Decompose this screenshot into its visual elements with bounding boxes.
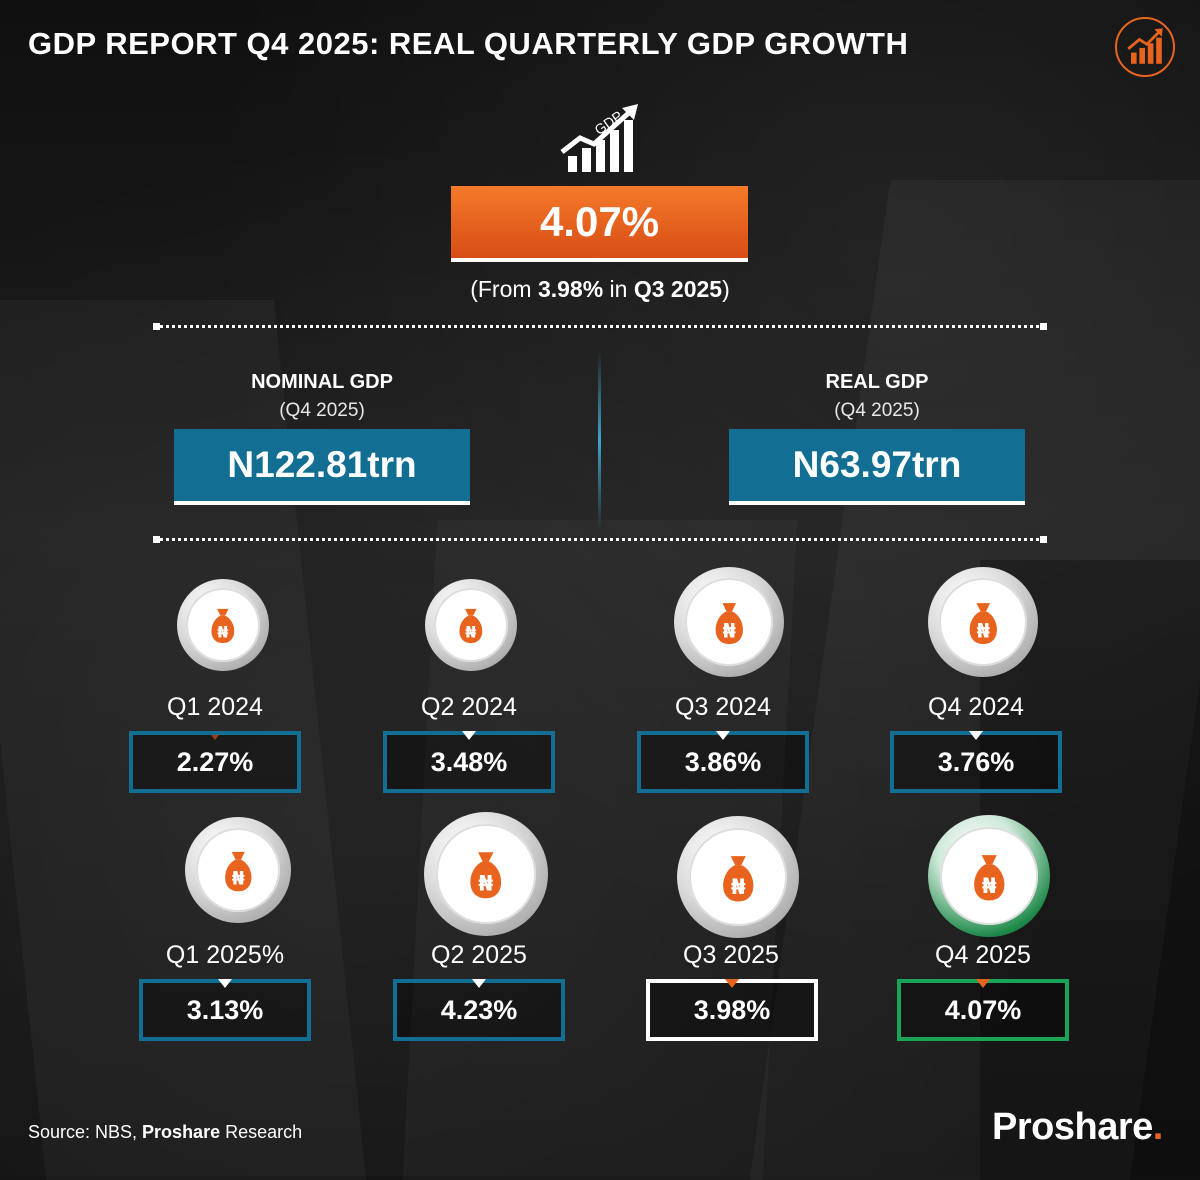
divider-top <box>153 323 1047 330</box>
naira-money-bag-icon: ₦ <box>177 579 269 671</box>
quarter-growth-value: 4.23% <box>393 979 565 1041</box>
quarter-label: Q3 2025 <box>683 941 779 969</box>
page-title: GDP REPORT Q4 2025: REAL QUARTERLY GDP G… <box>28 26 909 61</box>
quarter-growth-value: 2.27% <box>129 731 301 793</box>
nominal-gdp-label: NOMINAL GDP <box>251 371 393 393</box>
quarter-growth-value: 3.76% <box>890 731 1062 793</box>
quarter-growth-value: 3.13% <box>139 979 311 1041</box>
naira-money-bag-icon: ₦ <box>928 815 1050 937</box>
naira-money-bag-icon: ₦ <box>185 817 291 923</box>
pointer-marker <box>725 979 739 988</box>
naira-money-bag-icon: ₦ <box>928 567 1038 677</box>
bar-chart-arrow-icon <box>1115 17 1175 77</box>
quarter-label: Q3 2024 <box>675 693 771 721</box>
svg-text:₦: ₦ <box>731 874 746 899</box>
real-gdp-value: N63.97trn <box>729 429 1025 505</box>
pointer-marker <box>462 731 476 740</box>
pointer-marker <box>472 979 486 988</box>
svg-text:₦: ₦ <box>479 872 494 897</box>
pointer-marker <box>208 731 222 740</box>
svg-text:₦: ₦ <box>232 868 245 889</box>
svg-text:₦: ₦ <box>976 619 989 642</box>
pointer-marker <box>218 979 232 988</box>
svg-text:₦: ₦ <box>465 623 476 642</box>
nominal-gdp-value: N122.81trn <box>174 429 470 505</box>
quarter-growth-value: 3.98% <box>646 979 818 1041</box>
quarter-label: Q2 2025 <box>431 941 527 969</box>
headline-comparison: (From 3.98% in Q3 2025) <box>470 276 730 302</box>
quarter-label: Q1 2025% <box>165 941 285 969</box>
quarter-label: Q2 2024 <box>421 693 517 721</box>
naira-money-bag-icon: ₦ <box>424 812 548 936</box>
quarter-growth-value: 4.07% <box>897 979 1069 1041</box>
quarter-growth-value: 3.48% <box>383 731 555 793</box>
pointer-marker <box>976 979 990 988</box>
quarter-growth-value: 3.86% <box>637 731 809 793</box>
nominal-gdp-period: (Q4 2025) <box>279 400 365 421</box>
svg-text:₦: ₦ <box>982 873 997 898</box>
real-gdp-period: (Q4 2025) <box>834 400 920 421</box>
divider-bottom <box>153 536 1047 543</box>
source-note: Source: NBS, Proshare Research <box>28 1122 303 1142</box>
svg-text:₦: ₦ <box>722 619 735 642</box>
gdp-growth-chart-icon: GDP <box>558 104 642 176</box>
headline-growth-value: 4.07% <box>451 186 748 262</box>
naira-money-bag-icon: ₦ <box>425 579 517 671</box>
real-gdp-label: REAL GDP <box>825 371 929 393</box>
naira-money-bag-icon: ₦ <box>677 816 799 938</box>
naira-money-bag-icon: ₦ <box>674 567 784 677</box>
quarter-label: Q4 2025 <box>935 941 1031 969</box>
quarter-label: Q1 2024 <box>167 693 263 721</box>
vertical-divider <box>598 352 601 530</box>
pointer-marker <box>716 731 730 740</box>
brand-logo: Proshare. <box>992 1106 1163 1148</box>
quarter-label: Q4 2024 <box>928 693 1024 721</box>
pointer-marker <box>969 731 983 740</box>
svg-text:₦: ₦ <box>217 623 228 642</box>
